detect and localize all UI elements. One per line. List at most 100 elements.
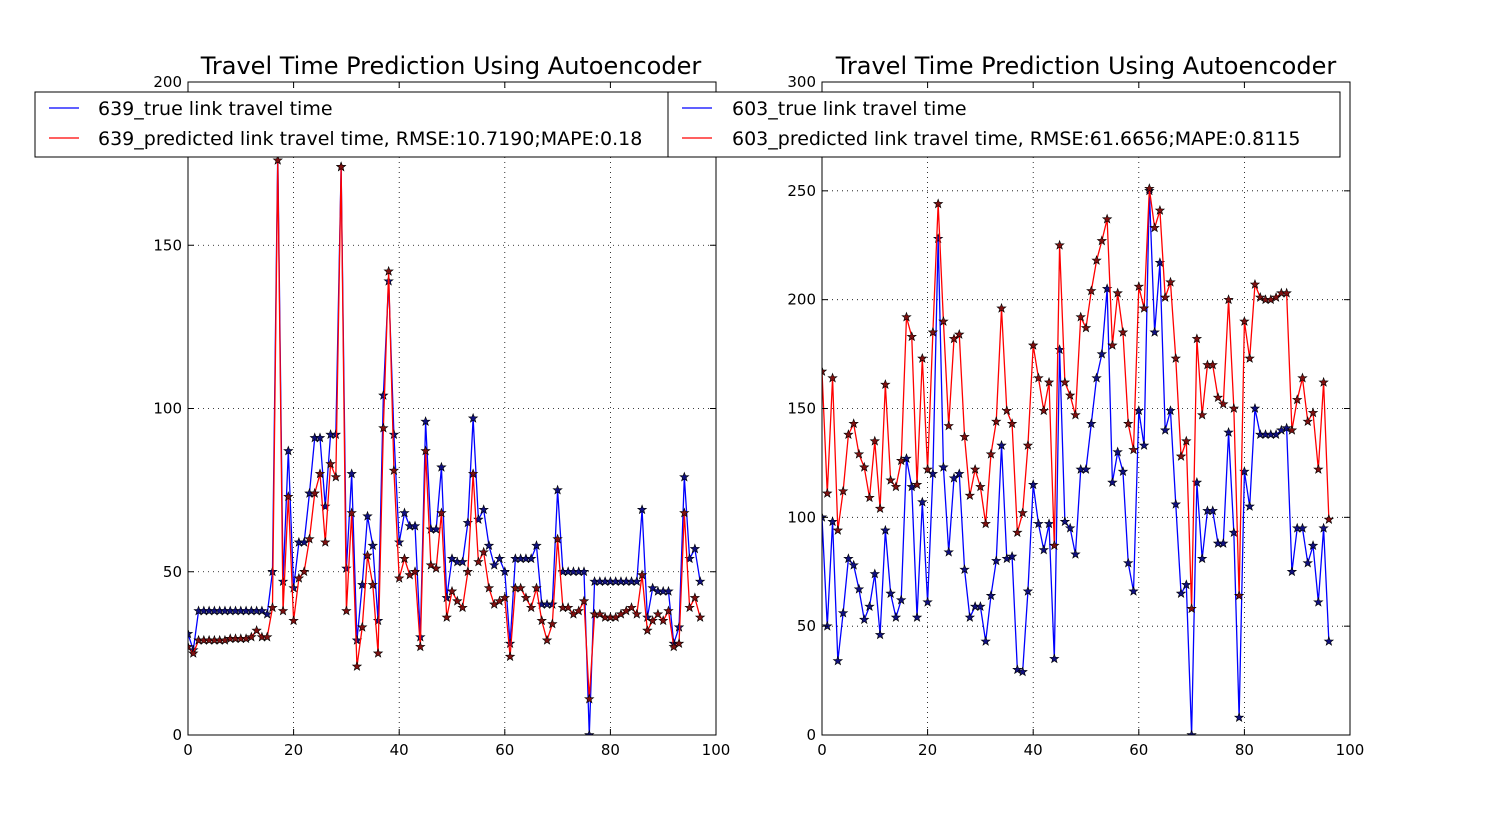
left-pred-point [636, 569, 648, 580]
right-pred-point [1175, 450, 1187, 461]
left-true-point [314, 432, 326, 443]
right-true-point [1323, 635, 1335, 646]
left-pred-point [335, 161, 347, 172]
left-true-point [467, 412, 479, 423]
right-pred-point [1149, 222, 1160, 233]
left-pred-point [525, 602, 537, 613]
left-true-point [547, 598, 558, 609]
left-true-point [372, 615, 384, 626]
right-true-point [901, 453, 912, 463]
left-true-point [362, 510, 373, 521]
left-true-point [694, 576, 706, 586]
right-true-point [1307, 540, 1319, 551]
left-pred-point [478, 546, 489, 557]
left-pred-point [320, 536, 331, 547]
right-true-point [980, 635, 991, 646]
right-true-point [890, 611, 902, 622]
right-pred-point [932, 198, 944, 209]
right-pred-point [848, 418, 859, 429]
right-true-point [1249, 403, 1261, 413]
left-true-point [489, 559, 500, 570]
left-true-point [499, 566, 510, 577]
left-xtick-label: 80 [601, 741, 620, 759]
left-pred-point [251, 625, 262, 635]
left-pred-point [267, 602, 278, 613]
left-legend-true-label: 639_true link travel time [98, 98, 333, 120]
right-pred-point [1181, 435, 1192, 446]
left-true-point [436, 461, 447, 472]
right-true-point [1038, 544, 1049, 555]
left-true-point [441, 592, 452, 603]
right-true-point [1138, 440, 1150, 450]
right-true-point [1244, 500, 1255, 511]
left-pred-point [314, 468, 326, 479]
right-true-point [1049, 653, 1060, 664]
left-true-point [642, 611, 653, 622]
right-pred-point [1233, 590, 1245, 601]
left-pred-point [504, 651, 516, 662]
right-pred-point [1212, 392, 1224, 403]
right-pred-point [1286, 424, 1298, 435]
right-true-point [1012, 664, 1023, 675]
left-pred-point [657, 615, 669, 626]
right-chart-title: Travel Time Prediction Using Autoencoder [835, 52, 1337, 80]
right-true-point [1159, 424, 1171, 435]
right-pred-point [959, 431, 970, 442]
right-true-point [975, 601, 986, 612]
right-pred-point [943, 420, 954, 431]
left-pred-point [520, 592, 532, 603]
right-pred-point [1059, 376, 1071, 387]
left-xtick-label: 60 [495, 741, 514, 759]
right-pred-point [1228, 403, 1240, 413]
left-legend-box [34, 91, 717, 158]
left-pred-point [388, 465, 400, 475]
left-pred-point [283, 491, 294, 502]
right-pred-point [1165, 276, 1176, 287]
left-pred-point [631, 608, 643, 619]
left-pred-point [499, 592, 510, 603]
left-true-point [647, 582, 658, 593]
left-true-point [256, 605, 268, 616]
right-ytick-label: 100 [787, 508, 816, 526]
left-true-point [288, 582, 299, 593]
right-true-point [1033, 518, 1044, 529]
right-true-point [1107, 477, 1118, 487]
left-xtick-label: 0 [183, 741, 193, 759]
left-true-point [399, 507, 410, 518]
right-true-point [885, 588, 896, 598]
right-pred-point [980, 518, 991, 529]
right-pred-point [975, 481, 986, 492]
left-pred-point [536, 615, 547, 626]
left-true-point [494, 553, 505, 564]
left-true-point [388, 429, 400, 440]
right-pred-point [1027, 339, 1039, 350]
right-true-point [1207, 505, 1218, 516]
right-true-point [1313, 596, 1324, 607]
right-ytick-label: 50 [797, 617, 816, 635]
left-pred-point [452, 595, 463, 606]
right-true-point [864, 601, 875, 612]
left-pred-point [341, 605, 352, 616]
left-pred-point [415, 641, 426, 652]
right-pred-point [853, 448, 865, 459]
right-true-point [911, 611, 923, 622]
left-pred-series-line [188, 160, 701, 700]
left-true-point [393, 536, 405, 547]
left-ytick-label: 100 [153, 400, 182, 418]
left-true-point [188, 628, 194, 639]
right-legend-true-label: 603_true link travel time [732, 98, 967, 120]
right-true-point [1086, 418, 1097, 429]
right-xtick-label: 20 [918, 741, 937, 759]
right-true-point [837, 607, 849, 618]
right-pred-point [1123, 418, 1134, 429]
left-pred-point [262, 631, 273, 642]
left-pred-point [378, 422, 389, 433]
left-legend-pred-label: 639_predicted link travel time, RMSE:10.… [98, 128, 642, 150]
right-true-point [1091, 372, 1102, 383]
right-pred-point [1001, 405, 1013, 416]
left-pred-point [663, 605, 674, 616]
left-pred-point [673, 638, 685, 649]
left-pred-point [441, 611, 452, 622]
left-true-point [367, 540, 378, 551]
right-true-point [1070, 548, 1081, 559]
